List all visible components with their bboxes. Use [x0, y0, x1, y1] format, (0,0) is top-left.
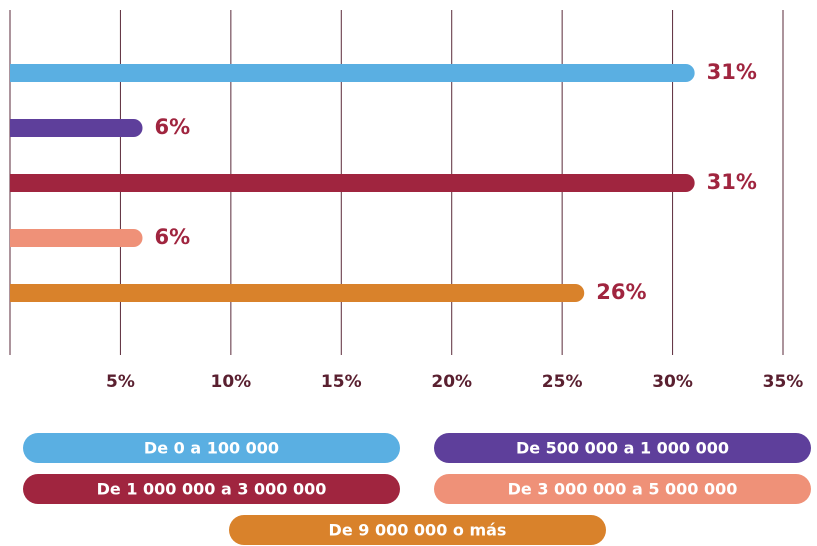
bar	[10, 229, 143, 247]
value-label: 31%	[707, 60, 757, 84]
x-tick-label: 10%	[211, 372, 252, 392]
legend-swatch	[229, 515, 606, 545]
legend-swatch	[434, 474, 811, 504]
value-label: 6%	[155, 115, 191, 139]
bar	[10, 119, 143, 137]
legend-label: De 1 000 000 a 3 000 000	[97, 480, 327, 499]
x-tick-label: 20%	[431, 372, 472, 392]
legend-label: De 0 a 100 000	[144, 439, 279, 458]
x-tick-label: 5%	[106, 372, 135, 392]
x-tick-label: 35%	[763, 372, 804, 392]
bar	[10, 174, 695, 192]
legend-swatch	[23, 474, 400, 504]
legend-swatch	[434, 433, 811, 463]
legend-swatch	[23, 433, 400, 463]
bar	[10, 284, 585, 302]
value-label: 31%	[707, 170, 757, 194]
legend-label: De 500 000 a 1 000 000	[516, 439, 729, 458]
legend-label: De 9 000 000 o más	[329, 521, 507, 540]
bar	[10, 64, 695, 82]
x-tick-label: 30%	[652, 372, 693, 392]
x-tick-label: 25%	[542, 372, 583, 392]
value-label: 6%	[155, 225, 191, 249]
value-label: 26%	[596, 280, 646, 304]
legend-label: De 3 000 000 a 5 000 000	[508, 480, 738, 499]
x-tick-label: 15%	[321, 372, 362, 392]
